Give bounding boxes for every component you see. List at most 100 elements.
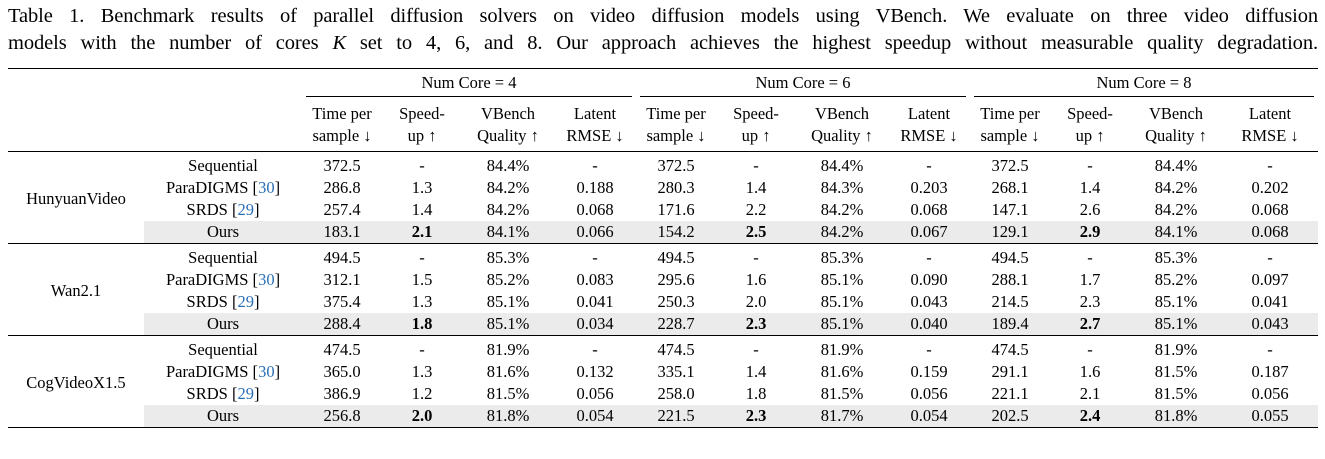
cell-value: - [1050, 243, 1130, 269]
cell-value: 2.1 [382, 221, 462, 244]
cell-value: 280.3 [657, 178, 695, 197]
table-row: ParaDIGMS [30] 286.8 1.3 84.2% 0.188 280.3 1.4… [8, 177, 1318, 199]
cell-value: 81.5% [820, 384, 864, 403]
cell-value: 0.068 [1222, 221, 1318, 244]
cell-value: 1.4 [411, 200, 433, 219]
cell-value: 189.4 [970, 313, 1050, 336]
method-name: SRDS [29] [186, 200, 260, 219]
caption-line-1: Table 1. Benchmark results of parallel d… [8, 5, 1318, 27]
cell-value: 0.043 [910, 292, 948, 311]
method-name: Ours [144, 221, 302, 244]
cell-value: - [1267, 156, 1273, 175]
cell-value: 0.041 [1251, 292, 1289, 311]
cell-value: 202.5 [970, 405, 1050, 428]
citation-link[interactable]: 29 [237, 200, 254, 219]
cell-value: 81.6% [486, 362, 530, 381]
cell-value: 0.056 [1251, 384, 1289, 403]
citation-link[interactable]: 30 [258, 270, 275, 289]
cell-value: 0.041 [576, 292, 614, 311]
table-row: Wan2.1 Sequential 494.5-85.3% -494.5-85.3% -… [8, 243, 1318, 336]
cell-value: 0.066 [554, 221, 636, 244]
cell-value: 288.1 [991, 270, 1029, 289]
cell-value: 85.3% [1130, 243, 1222, 269]
cell-value: 0.034 [554, 313, 636, 336]
cell-value: 0.188 [576, 178, 614, 197]
cell-value: 129.1 [970, 221, 1050, 244]
cell-value: 250.3 [657, 292, 695, 311]
cell-value: 494.5 [970, 243, 1050, 269]
cell-value: 2.1 [1079, 384, 1101, 403]
cell-value: 1.6 [1079, 362, 1101, 381]
cell-value: 84.4% [820, 156, 864, 175]
cell-value: 0.187 [1251, 362, 1289, 381]
column-header-rmse: Latent RMSE ↓ [1241, 104, 1299, 145]
cell-value: 85.1% [820, 292, 864, 311]
cell-value: 1.3 [411, 178, 433, 197]
group-header-core4: Num Core = 4 [302, 69, 636, 100]
cell-value: 312.1 [323, 270, 361, 289]
cell-value: 183.1 [302, 221, 382, 244]
column-header-vbench: VBench Quality ↑ [1145, 104, 1207, 145]
cell-value: 84.1% [462, 221, 554, 244]
cell-value: 365.0 [323, 362, 361, 381]
cell-value: - [419, 156, 425, 175]
cell-value: 0.202 [1251, 178, 1289, 197]
cell-value: 85.2% [1154, 270, 1198, 289]
cell-value: - [888, 335, 970, 361]
cell-value: 0.040 [888, 313, 970, 336]
cell-value: - [753, 156, 759, 175]
cell-value: 386.9 [323, 384, 361, 403]
cell-value: 1.4 [1079, 178, 1101, 197]
cell-value: 2.9 [1050, 221, 1130, 244]
method-name: Sequential [144, 243, 302, 269]
cell-value: - [888, 243, 970, 269]
cell-value: 84.2% [820, 200, 864, 219]
column-header-rmse: Latent RMSE ↓ [900, 104, 958, 145]
cell-value: 2.3 [1079, 292, 1101, 311]
cell-value: 474.5 [636, 335, 716, 361]
cell-value: 154.2 [636, 221, 716, 244]
table-row: SRDS [29] 386.9 1.2 81.5% 0.056 258.0 1.8 81.5%… [8, 383, 1318, 405]
citation-link[interactable]: 29 [237, 384, 254, 403]
cell-value: 1.3 [411, 292, 433, 311]
cell-value: 372.5 [991, 156, 1029, 175]
cell-value: 2.6 [1079, 200, 1101, 219]
cell-value: 1.6 [745, 270, 767, 289]
cell-value: 0.068 [1251, 200, 1289, 219]
cell-value: 268.1 [991, 178, 1029, 197]
cell-value: 0.097 [1251, 270, 1289, 289]
cell-value: 84.2% [796, 221, 888, 244]
cell-value: 85.2% [486, 270, 530, 289]
cell-value: 0.067 [888, 221, 970, 244]
method-name: SRDS [29] [186, 384, 260, 403]
cell-value: - [382, 335, 462, 361]
column-header-rmse: Latent RMSE ↓ [566, 104, 624, 145]
cell-value: 286.8 [323, 178, 361, 197]
cell-value: 81.5% [1154, 384, 1198, 403]
cell-value: 335.1 [657, 362, 695, 381]
model-name: Wan2.1 [8, 243, 144, 336]
cell-value: - [1087, 156, 1093, 175]
model-name: CogVideoX1.5 [8, 335, 144, 428]
column-header-speedup: Speed-up ↑ [1067, 104, 1113, 145]
cell-value: - [382, 243, 462, 269]
column-header-time: Time per sample ↓ [980, 104, 1040, 145]
citation-link[interactable]: 30 [258, 178, 275, 197]
method-name: ParaDIGMS [30] [165, 178, 281, 197]
cell-value: 84.3% [820, 178, 864, 197]
cell-value: 221.1 [991, 384, 1029, 403]
citation-link[interactable]: 29 [237, 292, 254, 311]
cell-value: 372.5 [323, 156, 361, 175]
benchmark-table: Num Core = 4 Num Core = 6 Num Core = 8 T… [8, 68, 1318, 428]
cell-value: 81.8% [1130, 405, 1222, 428]
cell-value: 0.068 [910, 200, 948, 219]
method-name: SRDS [29] [186, 292, 260, 311]
cell-value: 81.5% [486, 384, 530, 403]
cell-value: 1.7 [1079, 270, 1101, 289]
table-caption: Table 1. Benchmark results of parallel d… [8, 3, 1318, 57]
method-name: ParaDIGMS [30] [165, 362, 281, 381]
cell-value: 0.056 [576, 384, 614, 403]
cell-value: - [554, 335, 636, 361]
citation-link[interactable]: 30 [258, 362, 275, 381]
cell-value: - [554, 243, 636, 269]
